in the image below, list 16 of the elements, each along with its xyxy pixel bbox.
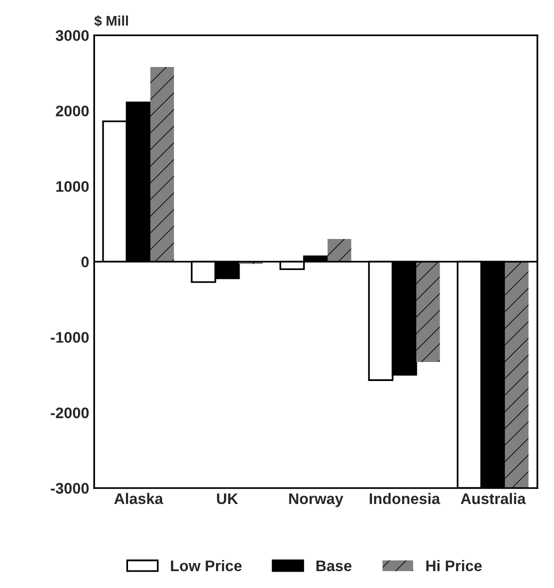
legend-label: Low Price — [170, 560, 242, 572]
x-tick-label: Alaska — [114, 492, 164, 504]
y-tick-label: -1000 — [50, 332, 89, 343]
x-tick-label: Norway — [289, 493, 344, 508]
y-tick-label: -2000 — [50, 407, 89, 418]
y-tick-label: 0 — [81, 256, 89, 268]
x-tick-label: Indonesia — [370, 492, 440, 504]
x-tick-label: Australia — [460, 492, 526, 504]
legend-label: Hi Price — [426, 560, 482, 572]
y-tick-label: -3000 — [50, 482, 89, 494]
y-tick-label: 2000 — [56, 106, 89, 116]
x-tick-label: UK — [217, 493, 238, 504]
y-tick-label: 3000 — [56, 30, 89, 41]
y-tick-label: 1000 — [56, 181, 89, 192]
y-axis-title: $ Mill — [94, 15, 128, 27]
legend-label: Base — [316, 560, 352, 572]
